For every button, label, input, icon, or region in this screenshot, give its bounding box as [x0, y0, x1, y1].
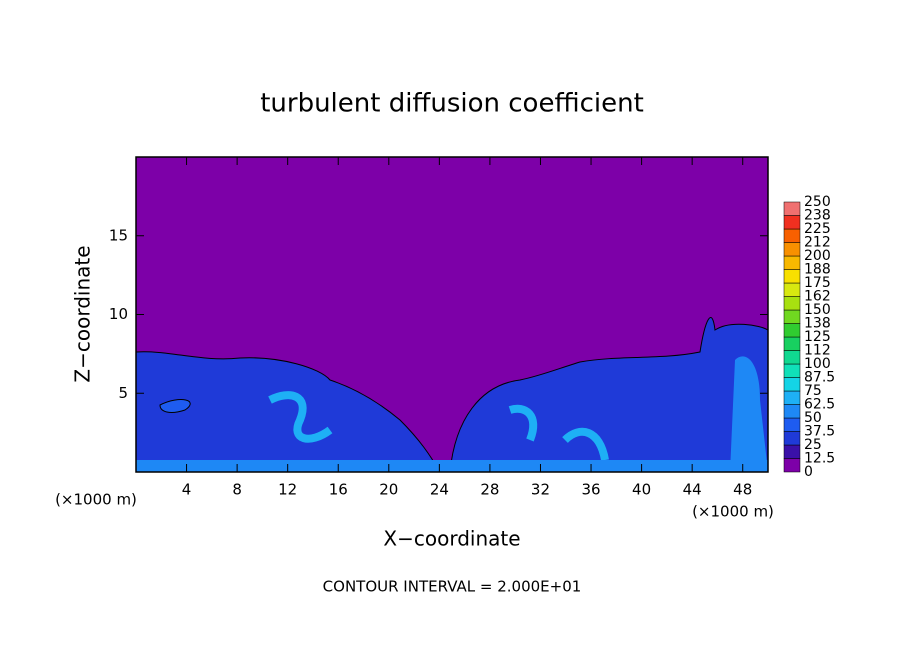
- colorbar-label: 150: [804, 302, 831, 318]
- field-region: [136, 460, 768, 472]
- x-tick-label: 48: [733, 481, 752, 499]
- colorbar-label: 250: [804, 194, 831, 210]
- colorbar-label: 37.5: [804, 424, 835, 440]
- field-region: [730, 356, 768, 472]
- field-region: [135, 351, 441, 473]
- y-axis-title: Z−coordinate: [71, 245, 95, 382]
- x-tick-label: 4: [182, 481, 192, 499]
- colorbar-label: 62.5: [804, 397, 835, 413]
- colorbar-label: 212: [804, 235, 831, 251]
- y-tick-label: 10: [109, 305, 128, 323]
- colorbar-segment: [783, 201, 801, 216]
- x-tick-label: 40: [632, 481, 651, 499]
- colorbar-segment: [783, 269, 801, 284]
- colorbar-segment: [783, 309, 801, 324]
- colorbar-segment: [783, 336, 801, 351]
- colorbar-label: 125: [804, 329, 831, 345]
- colorbar-segment: [783, 282, 801, 297]
- x-tick-label: 12: [278, 481, 297, 499]
- x-tick-label: 8: [232, 481, 242, 499]
- colorbar-label: 188: [804, 262, 831, 278]
- colorbar-segment: [783, 377, 801, 392]
- colorbar-label: 87.5: [804, 370, 835, 386]
- colorbar-label: 25: [804, 437, 822, 453]
- colorbar-label: 225: [804, 221, 831, 237]
- x-tick-label: 32: [531, 481, 550, 499]
- x-tick-label: 36: [581, 481, 600, 499]
- colorbar-segment: [783, 404, 801, 419]
- colorbar-label: 175: [804, 275, 831, 291]
- y-tick-label: 5: [118, 384, 128, 402]
- colorbar-label: 162: [804, 289, 831, 305]
- colorbar-segment: [783, 431, 801, 446]
- field-region: [508, 404, 538, 442]
- colorbar-label: 200: [804, 248, 831, 264]
- colorbar-segment: [783, 255, 801, 270]
- field-region: [268, 391, 333, 443]
- colorbar-label: 238: [804, 208, 831, 224]
- field: [135, 157, 769, 473]
- field-region: [562, 427, 609, 461]
- colorbar-segment: [783, 458, 801, 473]
- x-axis-title: X−coordinate: [383, 527, 520, 551]
- x-tick-label: 44: [683, 481, 702, 499]
- x-tick-label: 28: [480, 481, 499, 499]
- field-region: [159, 399, 191, 413]
- y-tick-label: 15: [109, 226, 128, 244]
- x-tick-label: 20: [379, 481, 398, 499]
- x-unit-label: (×1000 m): [55, 491, 137, 509]
- colorbar-label: 50: [804, 410, 822, 426]
- colorbar-segment: [783, 323, 801, 338]
- colorbar-segment: [783, 390, 801, 405]
- colorbar-segment: [783, 296, 801, 311]
- colorbar-segment: [783, 215, 801, 230]
- colorbar-label: 12.5: [804, 451, 835, 467]
- colorbar-segment: [783, 417, 801, 432]
- colorbar-label: 0: [804, 464, 813, 480]
- colorbar-segment: [783, 242, 801, 257]
- colorbar-label: 100: [804, 356, 831, 372]
- colorbar-segment: [783, 350, 801, 365]
- x-tick-label: 16: [329, 481, 348, 499]
- colorbar-label: 138: [804, 316, 831, 332]
- colorbar-segment: [783, 444, 801, 459]
- x-tick-label: 24: [430, 481, 449, 499]
- colorbar-label: 112: [804, 343, 831, 359]
- x-unit-label: (×1000 m): [692, 503, 774, 521]
- footnote: CONTOUR INTERVAL = 2.000E+01: [323, 578, 582, 596]
- colorbar-segment: [783, 228, 801, 243]
- colorbar-segment: [783, 363, 801, 378]
- chart-title: turbulent diffusion coefficient: [260, 89, 644, 119]
- colorbar-label: 75: [804, 383, 822, 399]
